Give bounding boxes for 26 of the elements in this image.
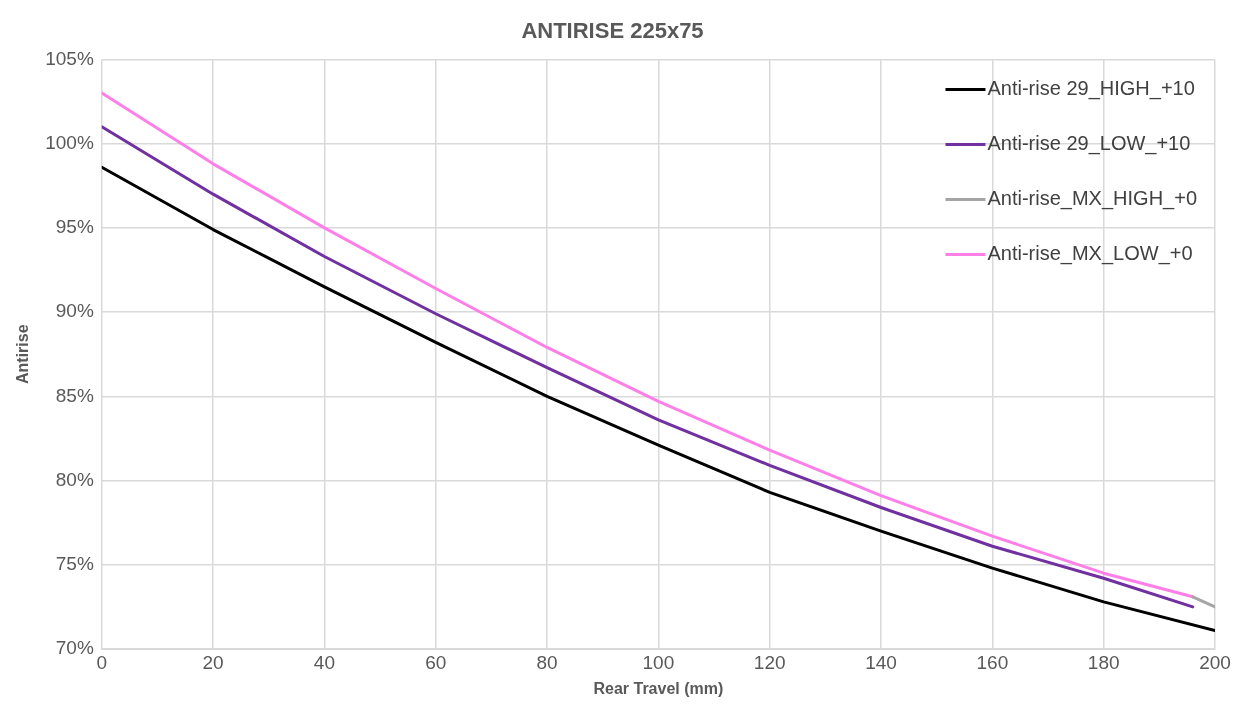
x-tick-label: 80: [536, 651, 558, 673]
legend-label: Anti-rise_MX_LOW_+0: [987, 241, 1193, 265]
y-tick-label: 100%: [45, 131, 94, 153]
y-tick-label: 70%: [55, 637, 94, 659]
y-tick-label: 85%: [55, 384, 94, 406]
chart-title: ANTIRISE 225x75: [521, 18, 704, 44]
x-tick-label: 60: [425, 651, 447, 673]
x-tick-label: 140: [865, 651, 897, 673]
y-tick-label: 105%: [45, 47, 94, 69]
y-tick-label: 75%: [55, 553, 94, 575]
x-tick-label: 200: [1199, 651, 1231, 673]
x-tick-label: 20: [202, 651, 224, 673]
y-tick-label: 80%: [55, 468, 94, 490]
legend-label: Anti-rise 29_HIGH_+10: [987, 76, 1195, 100]
y-tick-label: 90%: [55, 300, 94, 322]
x-tick-label: 100: [642, 651, 675, 673]
x-tick-label: 180: [1087, 651, 1120, 673]
legend-label: Anti-rise_MX_HIGH_+0: [987, 186, 1198, 210]
x-tick-label: 160: [976, 651, 1009, 673]
x-axis-title: Rear Travel (mm): [593, 679, 724, 697]
y-tick-label: 95%: [55, 216, 94, 238]
x-tick-label: 120: [753, 651, 786, 673]
x-tick-label: 40: [313, 651, 336, 673]
x-tick-label: 0: [96, 651, 108, 673]
y-axis-title: Antirise: [14, 324, 32, 384]
legend-label: Anti-rise 29_LOW_+10: [987, 131, 1191, 155]
